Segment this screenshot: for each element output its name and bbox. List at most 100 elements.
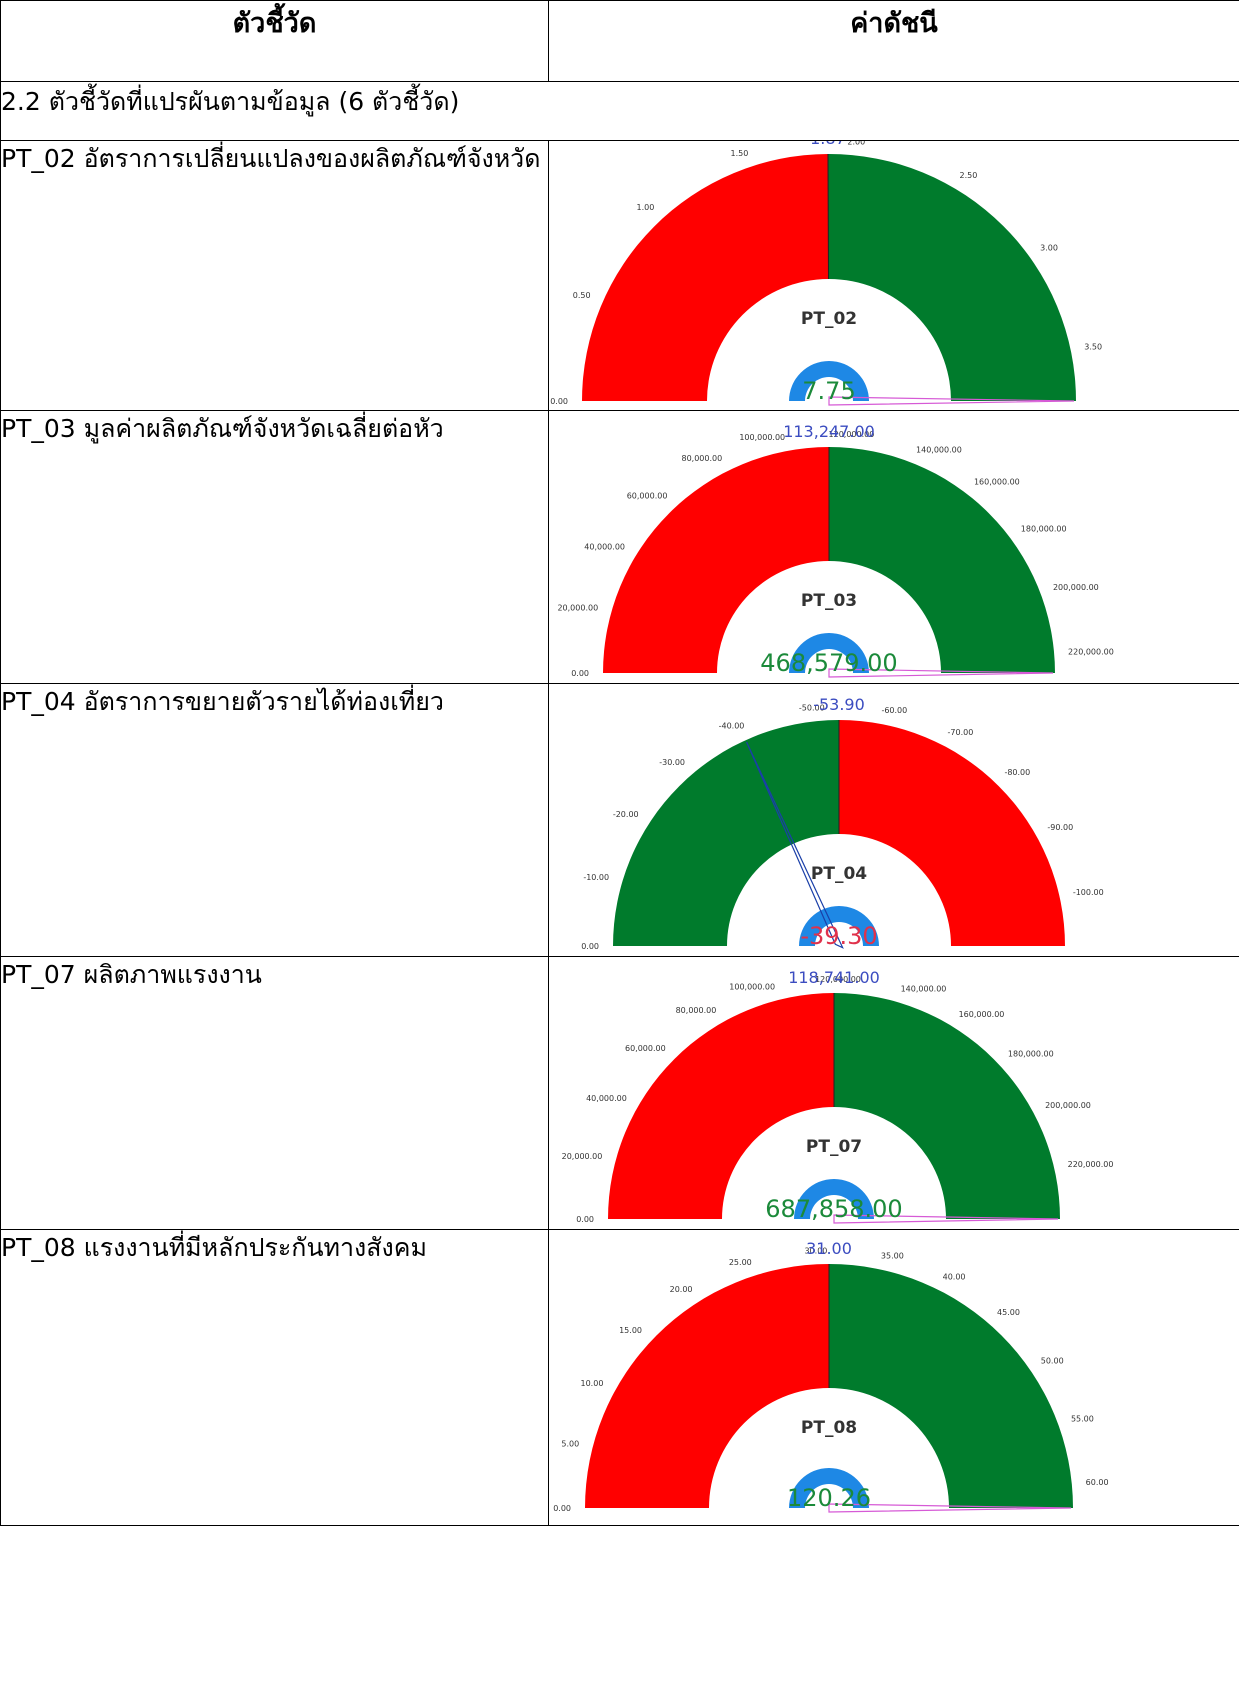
- tick-label: 20,000.00: [562, 1152, 603, 1161]
- tick-label: 55.00: [1071, 1414, 1094, 1423]
- table-row: PT_08 แรงงานที่มีหลักประกันทางสังคม 0.00…: [0, 1229, 1239, 1526]
- tick-label: 35.00: [881, 1251, 904, 1260]
- gauge-chart: 0.00 5.00 10.00 15.00 20.00 25.00 30.00 35.00 40…: [553, 1239, 1109, 1513]
- indicator-label: PT_02 อัตราการเปลี่ยนแปลงของผลิตภัณฑ์จัง…: [0, 140, 549, 411]
- tick-label: 40,000.00: [584, 543, 625, 552]
- gauge-value-ring: [789, 361, 869, 401]
- tick-label: 120,000.00: [829, 430, 875, 439]
- table-row: PT_04 อัตราการขยายตัวรายได้ท่องเที่ยว 0.…: [0, 683, 1239, 957]
- gauge-right-band: [827, 154, 1076, 401]
- gauge-needle: [828, 396, 1075, 406]
- tick-label: 140,000.00: [901, 984, 947, 993]
- tick-label: 30.00: [804, 1246, 827, 1255]
- tick-label: 2.00: [847, 141, 865, 146]
- tick-label: 0.50: [573, 291, 591, 300]
- tick-label: -20.00: [613, 810, 639, 819]
- tick-label: 0.00: [550, 397, 568, 406]
- gauge-big-value: 468,579.00: [760, 649, 897, 677]
- gauge-center-label: PT_04: [811, 864, 867, 884]
- gauge-big-value: 120.26: [787, 1484, 871, 1512]
- tick-label: 10.00: [581, 1379, 604, 1388]
- tick-label: 120,000.00: [815, 975, 861, 984]
- tick-label: 45.00: [997, 1308, 1020, 1317]
- tick-label: 3.50: [1084, 343, 1102, 352]
- indicator-label: PT_07 ผลิตภาพแรงงาน: [0, 956, 549, 1230]
- tick-label: 160,000.00: [959, 1010, 1005, 1019]
- tick-label: 100,000.00: [729, 982, 775, 991]
- gauge-center-label: PT_02: [801, 309, 857, 329]
- gauge-right-band: [829, 447, 1055, 673]
- gauge-right-band: [839, 720, 1065, 946]
- gauge-threshold-value: 31.00: [806, 1239, 852, 1258]
- tick-label: 180,000.00: [1008, 1050, 1054, 1059]
- section-title: 2.2 ตัวชี้วัดที่แปรผันตามข้อมูล (6 ตัวชี…: [0, 81, 1239, 141]
- tick-label: 25.00: [729, 1258, 752, 1267]
- tick-label: 80,000.00: [681, 454, 722, 463]
- gauge-left-band: [603, 447, 829, 673]
- tick-label: 140,000.00: [916, 445, 962, 454]
- gauge-cell: 0.00 20,000.00 40,000.00 60,000.00 80,000.00…: [548, 410, 1239, 684]
- tick-label: -30.00: [659, 758, 685, 767]
- gauge-center-label: PT_08: [801, 1418, 857, 1438]
- gauge-cell: 0.00 5.00 10.00 15.00 20.00 25.00 30.00 35.00 40…: [548, 1229, 1239, 1526]
- gauge-threshold-value: 1.87: [810, 141, 846, 148]
- gauge-needle: [745, 741, 844, 949]
- gauge-cell: 0.00 -10.00 -20.00 -30.00 -40.00 -50.00 -60.00…: [548, 683, 1239, 957]
- tick-label: 60,000.00: [627, 492, 668, 501]
- header-indicator: ตัวชี้วัด: [0, 0, 549, 82]
- tick-label: -40.00: [719, 721, 745, 730]
- tick-label: 50.00: [1041, 1357, 1064, 1366]
- gauge-divider: [827, 154, 829, 280]
- tick-label: 40.00: [943, 1272, 966, 1281]
- table-row: PT_07 ผลิตภาพแรงงาน 0.00 20,000.00 40,000.…: [0, 956, 1239, 1230]
- gauge-right-band: [829, 1264, 1073, 1508]
- gauge-left-band: [613, 720, 839, 946]
- gauge-big-value: -39.30: [800, 922, 877, 950]
- gauge-needle: [828, 1503, 1072, 1513]
- table-row: PT_03 มูลค่าผลิตภัณฑ์จังหวัดเฉลี่ยต่อหัว…: [0, 410, 1239, 684]
- indicator-label: PT_08 แรงงานที่มีหลักประกันทางสังคม: [0, 1229, 549, 1526]
- tick-label: -90.00: [1047, 823, 1073, 832]
- gauge-big-value: 687,858.00: [765, 1195, 902, 1223]
- indicator-table: ตัวชี้วัด ค่าดัชนี 2.2 ตัวชี้วัดที่แปรผั…: [0, 0, 1239, 1526]
- tick-label: -100.00: [1073, 888, 1104, 897]
- tick-label: 220,000.00: [1068, 1160, 1114, 1169]
- gauge-chart: 0.00 20,000.00 40,000.00 60,000.00 80,000.00…: [562, 968, 1114, 1224]
- tick-label: 160,000.00: [974, 478, 1020, 487]
- gauge-right-band: [834, 993, 1060, 1219]
- gauge-left-band: [582, 154, 829, 401]
- tick-label: 180,000.00: [1021, 525, 1067, 534]
- tick-label: 2.50: [960, 171, 978, 180]
- gauge-cell: 0.00 20,000.00 40,000.00 60,000.00 80,000.00…: [548, 956, 1239, 1230]
- tick-label: 5.00: [561, 1439, 579, 1448]
- gauge-left-band: [608, 993, 834, 1219]
- gauge-chart: 0.00 -10.00 -20.00 -30.00 -40.00 -50.00 -60.00…: [581, 695, 1104, 951]
- tick-label: 20,000.00: [557, 603, 598, 612]
- tick-label: 100,000.00: [739, 433, 785, 442]
- gauge-chart: 0.00 0.50 1.00 1.50 2.00 2.50 3.00 3.50 1.87 PT_0…: [550, 141, 1102, 406]
- tick-label: 0.00: [571, 669, 589, 678]
- gauge-needle: [833, 1214, 1059, 1224]
- gauge-big-value: 7.75: [802, 377, 855, 405]
- indicator-label: PT_04 อัตราการขยายตัวรายได้ท่องเที่ยว: [0, 683, 549, 957]
- gauge-chart: 0.00 20,000.00 40,000.00 60,000.00 80,000.00…: [557, 422, 1114, 678]
- gauge-value-ring: [794, 1179, 874, 1219]
- gauge-value-ring: [789, 633, 869, 673]
- tick-label: -50.00: [799, 704, 825, 713]
- tick-label: -70.00: [948, 728, 974, 737]
- tick-label: 200,000.00: [1045, 1101, 1091, 1110]
- tick-label: 0.00: [576, 1215, 594, 1224]
- tick-label: 220,000.00: [1068, 647, 1114, 656]
- gauge-threshold-value: -53.90: [813, 695, 865, 714]
- tick-label: 60.00: [1086, 1478, 1109, 1487]
- table-row: PT_02 อัตราการเปลี่ยนแปลงของผลิตภัณฑ์จัง…: [0, 140, 1239, 411]
- gauge-center-label: PT_07: [806, 1137, 862, 1157]
- tick-label: -10.00: [583, 873, 609, 882]
- header-value: ค่าดัชนี: [548, 0, 1239, 82]
- gauge-threshold-value: 118,741.00: [788, 968, 880, 987]
- tick-label: 40,000.00: [586, 1094, 627, 1103]
- gauge-left-band: [585, 1264, 829, 1508]
- gauge-cell: 0.00 0.50 1.00 1.50 2.00 2.50 3.00 3.50 1.87 PT_0…: [548, 140, 1239, 411]
- tick-label: 200,000.00: [1053, 583, 1099, 592]
- tick-label: -80.00: [1004, 768, 1030, 777]
